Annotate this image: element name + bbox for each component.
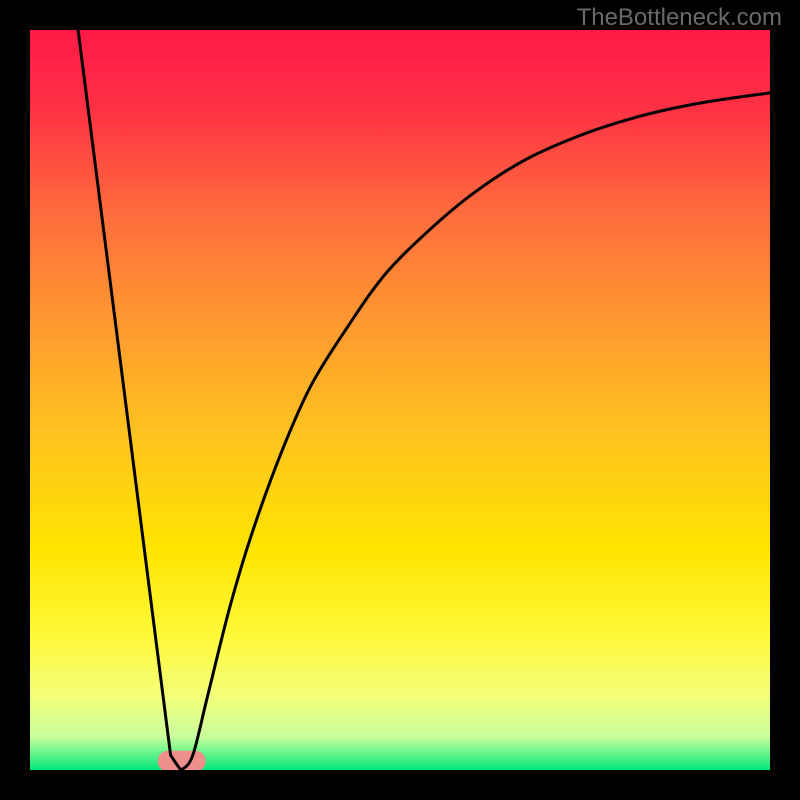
- gradient-background: [30, 30, 770, 770]
- bottleneck-curve-chart: [0, 0, 800, 800]
- chart-container: TheBottleneck.com: [0, 0, 800, 800]
- watermark-text: TheBottleneck.com: [577, 4, 782, 32]
